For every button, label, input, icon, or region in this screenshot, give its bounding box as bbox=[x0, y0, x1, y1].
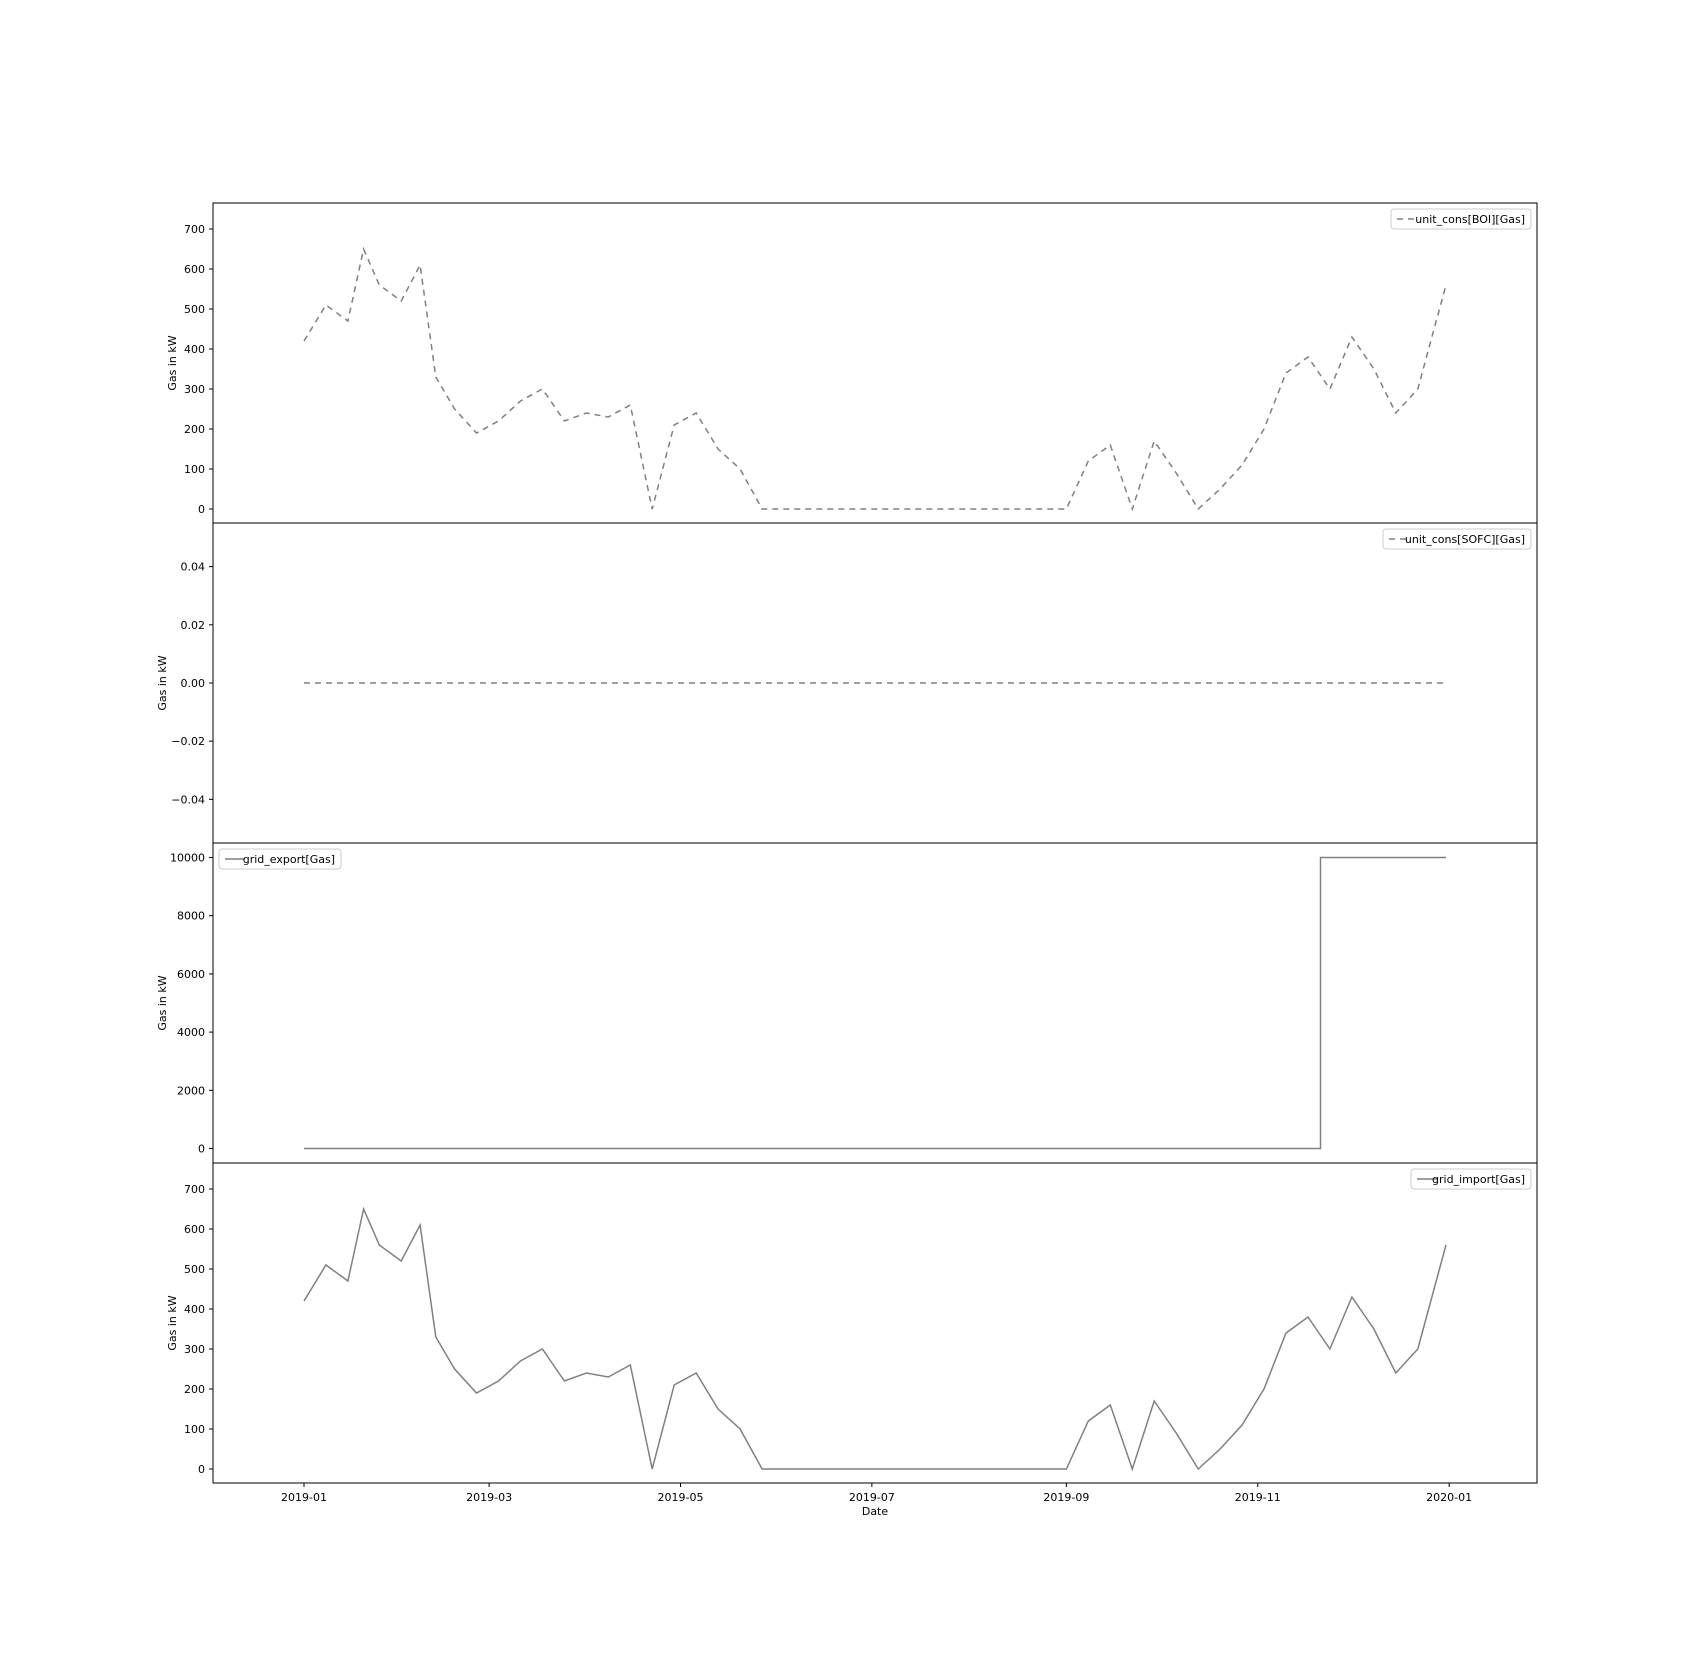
y-tick-label: 200 bbox=[184, 1383, 205, 1396]
legend: grid_import[Gas] bbox=[1410, 1168, 1532, 1190]
legend: unit_cons[BOI][Gas] bbox=[1390, 208, 1532, 230]
legend-label: unit_cons[BOI][Gas] bbox=[1415, 213, 1525, 226]
y-tick-label: 700 bbox=[184, 1183, 205, 1196]
y-tick-label: 400 bbox=[184, 343, 205, 356]
series-line-grid_import[Gas] bbox=[303, 1206, 1447, 1472]
y-tick-label: 500 bbox=[184, 303, 205, 316]
y-tick-label: 300 bbox=[184, 1343, 205, 1356]
x-tick-label: 2019-01 bbox=[281, 1491, 327, 1504]
subplot-3: 0 2000 4000 6000 8000 10000 Gas in kW grid_expo… bbox=[156, 842, 1538, 1164]
legend-box bbox=[1390, 208, 1532, 230]
y-axis-label: Gas in kW bbox=[156, 655, 169, 710]
y-tick-label: 6000 bbox=[177, 968, 205, 981]
subplot-2: −0.04 −0.02 0.00 0.02 0.04 Gas in kW unit_cons… bbox=[156, 522, 1538, 844]
y-tick-label: 600 bbox=[184, 263, 205, 276]
x-axis-label: Date bbox=[862, 1505, 889, 1518]
legend: unit_cons[SOFC][Gas] bbox=[1382, 528, 1532, 550]
legend-box bbox=[1382, 528, 1532, 550]
y-tick-label: 4000 bbox=[177, 1026, 205, 1039]
y-tick-label: 0 bbox=[198, 503, 205, 516]
y-tick-label: 0 bbox=[198, 1142, 205, 1155]
y-tick-label: 0 bbox=[198, 1463, 205, 1476]
y-axis-label: Gas in kW bbox=[166, 335, 179, 390]
legend-label: unit_cons[SOFC][Gas] bbox=[1405, 533, 1525, 546]
x-tick-label: 2020-01 bbox=[1426, 1491, 1472, 1504]
legend-box bbox=[1410, 1168, 1532, 1190]
y-tick-label: −0.02 bbox=[171, 735, 205, 748]
y-tick-label: −0.04 bbox=[171, 793, 205, 806]
subplot-4: 0 100 200 300 400 500 600 700 Gas in kW grid_impo… bbox=[166, 1162, 1538, 1518]
subplot-1: 0 100 200 300 400 500 600 700 Gas in kW unit_cons… bbox=[166, 202, 1538, 524]
y-tick-label: 10000 bbox=[170, 852, 205, 865]
legend-box bbox=[218, 848, 342, 870]
axes-frame bbox=[212, 1162, 1538, 1484]
y-tick-label: 500 bbox=[184, 1263, 205, 1276]
y-tick-label: 2000 bbox=[177, 1084, 205, 1097]
y-tick-label: 200 bbox=[184, 423, 205, 436]
y-tick-label: 0.00 bbox=[181, 677, 206, 690]
subplots: 0 100 200 300 400 500 600 700 Gas in kW unit_cons… bbox=[156, 202, 1538, 1518]
y-axis-label: Gas in kW bbox=[166, 1295, 179, 1350]
y-tick-label: 400 bbox=[184, 1303, 205, 1316]
y-tick-label: 100 bbox=[184, 463, 205, 476]
x-tick-label: 2019-11 bbox=[1235, 1491, 1281, 1504]
axes-frame bbox=[212, 202, 1538, 524]
legend-label: grid_export[Gas] bbox=[243, 853, 335, 866]
x-tick-label: 2019-05 bbox=[657, 1491, 703, 1504]
y-tick-label: 600 bbox=[184, 1223, 205, 1236]
series-line-grid_export[Gas] bbox=[304, 856, 1446, 1150]
y-tick-label: 300 bbox=[184, 383, 205, 396]
y-tick-label: 8000 bbox=[177, 910, 205, 923]
legend: grid_export[Gas] bbox=[218, 848, 342, 870]
y-axis-label: Gas in kW bbox=[156, 975, 169, 1030]
y-tick-label: 700 bbox=[184, 223, 205, 236]
x-tick-label: 2019-09 bbox=[1043, 1491, 1089, 1504]
legend-label: grid_import[Gas] bbox=[1432, 1173, 1525, 1186]
y-tick-label: 0.02 bbox=[181, 619, 206, 632]
x-tick-label: 2019-03 bbox=[466, 1491, 512, 1504]
y-tick-label: 100 bbox=[184, 1423, 205, 1436]
x-tick-label: 2019-07 bbox=[849, 1491, 895, 1504]
series-line-unit_cons[BOI][Gas] bbox=[303, 246, 1447, 512]
y-tick-label: 0.04 bbox=[181, 561, 206, 574]
axes-frame bbox=[212, 842, 1538, 1164]
